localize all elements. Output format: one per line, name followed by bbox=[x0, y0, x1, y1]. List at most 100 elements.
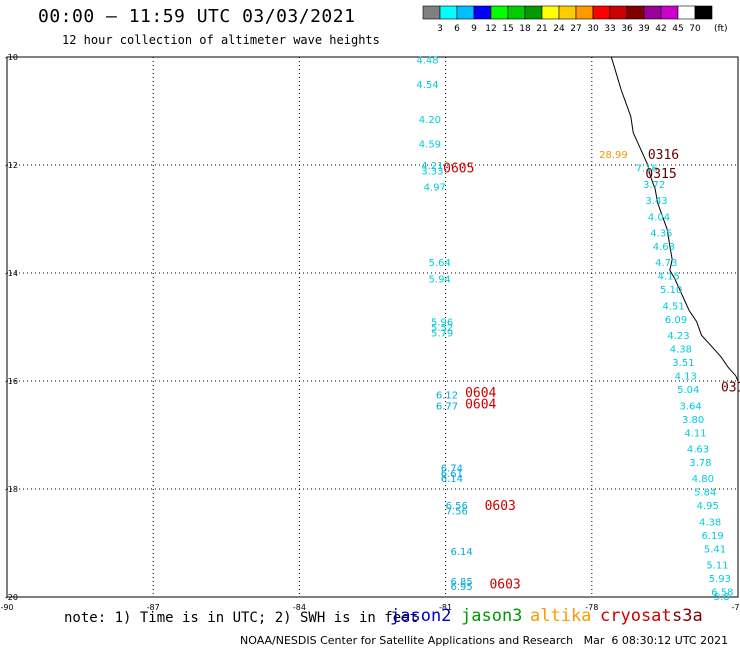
pass-time-label: 0603 bbox=[485, 499, 516, 514]
wave-height-label: 3.43 bbox=[645, 196, 667, 207]
x-tick-label: -90 bbox=[0, 603, 13, 610]
x-tick-label: -87 bbox=[147, 603, 160, 610]
wave-height-label: 4.20 bbox=[419, 115, 441, 126]
y-tick-label: -16 bbox=[5, 377, 18, 386]
x-tick-label: -78 bbox=[585, 603, 598, 610]
wave-height-label: 4.23 bbox=[667, 331, 689, 342]
legend-cryosat: cryosat bbox=[600, 606, 672, 626]
colorbar-label: 33 bbox=[604, 24, 615, 33]
wave-height-label: 5.84 bbox=[694, 488, 716, 499]
pass-time-label: 0316 bbox=[648, 148, 679, 163]
y-tick-label: -10 bbox=[5, 53, 18, 62]
wave-height-label: 3.80 bbox=[682, 415, 704, 426]
wave-height-label: 4.73 bbox=[655, 258, 677, 269]
wave-height-label: 5.04 bbox=[677, 385, 699, 396]
colorbar-label: 30 bbox=[587, 24, 599, 33]
colorbar-unit: (ft) bbox=[714, 24, 728, 33]
wave-height-label: 4.15 bbox=[658, 272, 680, 283]
wave-height-label: 5.10 bbox=[660, 285, 682, 296]
x-tick-label: -75 bbox=[731, 603, 740, 610]
wave-height-label: 6.56 bbox=[446, 501, 468, 512]
wave-height-label: 3.78 bbox=[689, 458, 711, 469]
wave-height-label: 5.96 bbox=[431, 318, 453, 329]
colorbar-swatch bbox=[694, 5, 713, 20]
wave-height-label: 5.11 bbox=[706, 561, 728, 572]
wave-height-label: 3.72 bbox=[643, 180, 665, 191]
wave-height-label: 6.58 bbox=[711, 588, 733, 599]
y-tick-label: -20 bbox=[5, 593, 18, 602]
wave-height-label: 6.12 bbox=[436, 391, 458, 402]
y-tick-label: -14 bbox=[5, 269, 18, 278]
pass-time-label: 0603 bbox=[489, 578, 520, 593]
colorbar-label: 15 bbox=[502, 24, 513, 33]
wave-height-label: 5.79 bbox=[431, 328, 453, 339]
map-frame bbox=[6, 56, 739, 598]
wave-height-label: 4.38 bbox=[699, 517, 721, 528]
wave-height-label: 28.99 bbox=[599, 150, 628, 161]
colorbar-label: 45 bbox=[672, 24, 683, 33]
colorbar-label: 6 bbox=[454, 24, 460, 33]
wave-height-label: 5.52 bbox=[431, 323, 453, 334]
y-tick-label: -18 bbox=[5, 485, 18, 494]
wave-height-label: 6.74 bbox=[441, 463, 463, 474]
wave-height-label: 4.13 bbox=[675, 372, 697, 383]
wave-height-label: 4.95 bbox=[697, 501, 719, 512]
pass-time-label: 0605 bbox=[443, 162, 474, 177]
legend-jason2: jason2 bbox=[390, 606, 452, 626]
wave-height-label: 4.51 bbox=[662, 301, 684, 312]
pass-time-label: 0315 bbox=[645, 167, 676, 182]
pass-time-label: 0604 bbox=[465, 398, 496, 413]
wave-height-label: 4.35 bbox=[650, 229, 672, 240]
x-tick-label: -84 bbox=[293, 603, 306, 610]
legend-note: note: 1) Time is in UTC; 2) SWH is in fe… bbox=[64, 610, 419, 626]
wave-height-label: 3.51 bbox=[672, 358, 694, 369]
wave-height-label: 6.77 bbox=[436, 401, 458, 412]
wave-height-label: 6.09 bbox=[665, 315, 687, 326]
wave-height-label: 6.19 bbox=[701, 531, 723, 542]
wave-height-label: 4.80 bbox=[692, 474, 714, 485]
colorbar-label: 42 bbox=[655, 24, 666, 33]
wave-height-label: 5.8 bbox=[714, 592, 730, 603]
x-tick-label: -81 bbox=[439, 603, 452, 610]
wave-height-label: 4.97 bbox=[424, 183, 446, 194]
y-tick-label: -12 bbox=[5, 161, 18, 170]
colorbar-label: 27 bbox=[570, 24, 581, 33]
chart-title: 00:00 – 11:59 UTC 03/03/2021 bbox=[38, 6, 356, 27]
wave-height-map: -90 -87 -84 -81 -78 -75 -10 -12 -14 -16 -18 -20 4.48… bbox=[0, 53, 740, 610]
wave-height-label: 3.64 bbox=[680, 401, 702, 412]
colorbar-label: 21 bbox=[536, 24, 547, 33]
wave-height-label: 6.95 bbox=[450, 582, 472, 593]
wave-height-label: 6.85 bbox=[450, 577, 472, 588]
legend-jason3: jason3 bbox=[461, 606, 523, 626]
wave-height-label: 5.64 bbox=[429, 258, 451, 269]
chart-subtitle: 12 hour collection of altimeter wave hei… bbox=[62, 33, 380, 47]
wave-height-label: 5.94 bbox=[429, 274, 451, 285]
wave-height-label: 7.56 bbox=[446, 507, 468, 518]
colorbar-label: 3 bbox=[437, 24, 443, 33]
wave-height-label: 4.04 bbox=[648, 212, 670, 223]
pass-time-label: 0604 bbox=[465, 386, 496, 401]
wave-height-label: 4.11 bbox=[684, 428, 706, 439]
wave-height-label: 5.93 bbox=[709, 574, 731, 585]
pass-time-label: 0314 bbox=[721, 380, 740, 395]
wave-height-label: 4.63 bbox=[687, 445, 709, 456]
footer-credit: NOAA/NESDIS Center for Satellite Applica… bbox=[240, 634, 729, 647]
legend-altika: altika bbox=[530, 606, 592, 626]
legend-s3a: s3a bbox=[672, 606, 703, 626]
wave-height-label: 4.21 bbox=[421, 161, 443, 172]
wave-height-label: 6.61 bbox=[441, 469, 463, 480]
colorbar-label: 70 bbox=[689, 24, 701, 33]
colorbar-label: 18 bbox=[519, 24, 531, 33]
wave-height-label: 4.38 bbox=[670, 345, 692, 356]
wave-height-label: 6.14 bbox=[441, 474, 463, 485]
wave-height-label: 6.14 bbox=[450, 547, 472, 558]
colorbar-label: 36 bbox=[621, 24, 633, 33]
wave-height-label: 3.33 bbox=[421, 166, 443, 177]
colorbar-label: 12 bbox=[485, 24, 496, 33]
wave-height-label: 4.63 bbox=[653, 242, 675, 253]
colorbar-label: 24 bbox=[553, 24, 565, 33]
coastline bbox=[610, 56, 739, 382]
colorbar-label: 39 bbox=[638, 24, 650, 33]
wave-height-label: 7.16 bbox=[636, 164, 658, 175]
wave-height-label: 5.41 bbox=[704, 544, 726, 555]
